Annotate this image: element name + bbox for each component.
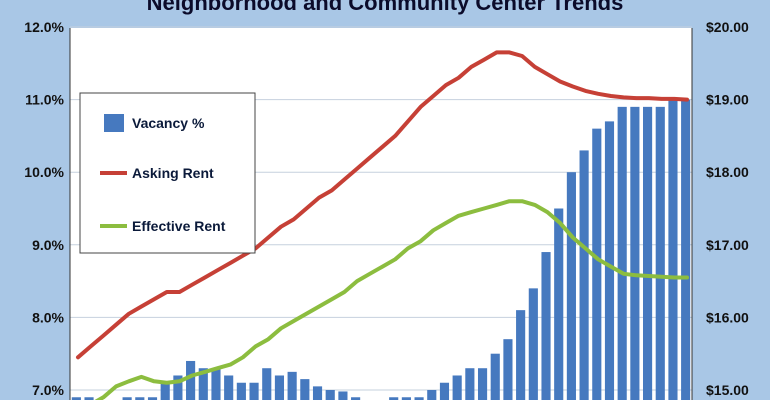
right-tick-label: $15.00 <box>706 382 749 398</box>
vacancy-bar <box>325 390 335 400</box>
vacancy-bar <box>160 382 170 400</box>
vacancy-bar <box>173 375 183 400</box>
vacancy-bar <box>477 368 488 400</box>
right-axis-ticks: $15.00 $16.00 $17.00 $18.00 $19.00 $20.00 <box>706 19 749 398</box>
vacancy-bar <box>186 360 196 400</box>
vacancy-bar <box>427 390 437 400</box>
legend-label-effective-rent: Effective Rent <box>132 218 226 234</box>
vacancy-bar <box>630 106 640 400</box>
vacancy-bar <box>274 375 285 400</box>
vacancy-bar <box>566 172 576 400</box>
right-tick-label: $17.00 <box>706 237 749 253</box>
vacancy-bar <box>681 99 691 400</box>
vacancy-bar <box>262 368 272 400</box>
legend-swatch-vacancy <box>104 114 124 132</box>
vacancy-bar <box>389 397 399 400</box>
vacancy-bar <box>541 252 551 400</box>
vacancy-bar <box>71 397 81 400</box>
left-tick-label: 11.0% <box>25 92 64 108</box>
vacancy-bar <box>236 382 246 400</box>
vacancy-bar <box>528 288 538 400</box>
vacancy-bar <box>338 391 348 400</box>
left-tick-label: 10.0% <box>24 164 64 180</box>
vacancy-bar <box>655 106 665 400</box>
vacancy-bar <box>604 121 615 400</box>
effective-rent-line <box>94 199 689 400</box>
vacancy-bar <box>414 397 424 400</box>
vacancy-bar <box>198 368 208 400</box>
vacancy-bar <box>224 375 234 400</box>
right-tick-label: $19.00 <box>706 92 749 108</box>
vacancy-bar <box>122 397 132 400</box>
vacancy-bar <box>211 368 221 400</box>
vacancy-bar <box>617 106 627 400</box>
vacancy-bar <box>147 397 158 400</box>
left-tick-label: 12.0% <box>24 19 64 35</box>
vacancy-bar <box>287 371 297 400</box>
vacancy-bar <box>490 353 500 400</box>
right-tick-label: $16.00 <box>706 309 749 325</box>
vacancy-bar <box>249 382 259 400</box>
vacancy-bar <box>300 379 310 400</box>
vacancy-bar <box>135 397 145 400</box>
chart-title: Neighborhood and Community Center Trends <box>147 0 624 15</box>
vacancy-bar <box>84 397 94 400</box>
left-tick-label: 7.0% <box>32 382 64 398</box>
asking-rent-line <box>76 50 689 360</box>
vacancy-bars <box>71 99 691 400</box>
rent-lines <box>76 50 689 400</box>
vacancy-bar <box>592 128 602 400</box>
vacancy-bar <box>351 397 361 400</box>
left-tick-label: 8.0% <box>32 309 64 325</box>
vacancy-bar <box>643 106 653 400</box>
left-axis-ticks: 7.0% 8.0% 9.0% 10.0% 11.0% 12.0% <box>24 19 64 398</box>
legend: Vacancy % Asking Rent Effective Rent <box>79 92 256 254</box>
legend-label-vacancy: Vacancy % <box>132 115 205 131</box>
right-tick-label: $18.00 <box>706 164 749 180</box>
vacancy-bar <box>554 208 564 400</box>
vacancy-bar <box>465 368 475 400</box>
vacancy-bar <box>503 339 513 400</box>
legend-label-asking-rent: Asking Rent <box>132 165 214 181</box>
vacancy-bar <box>452 375 462 400</box>
vacancy-bar <box>401 397 411 400</box>
vacancy-bar <box>312 386 323 400</box>
vacancy-bar <box>579 150 589 400</box>
vacancy-bar <box>668 99 678 400</box>
vacancy-bar <box>439 382 450 400</box>
vacancy-bar <box>516 310 526 400</box>
right-tick-label: $20.00 <box>706 19 749 35</box>
left-tick-label: 9.0% <box>32 237 64 253</box>
